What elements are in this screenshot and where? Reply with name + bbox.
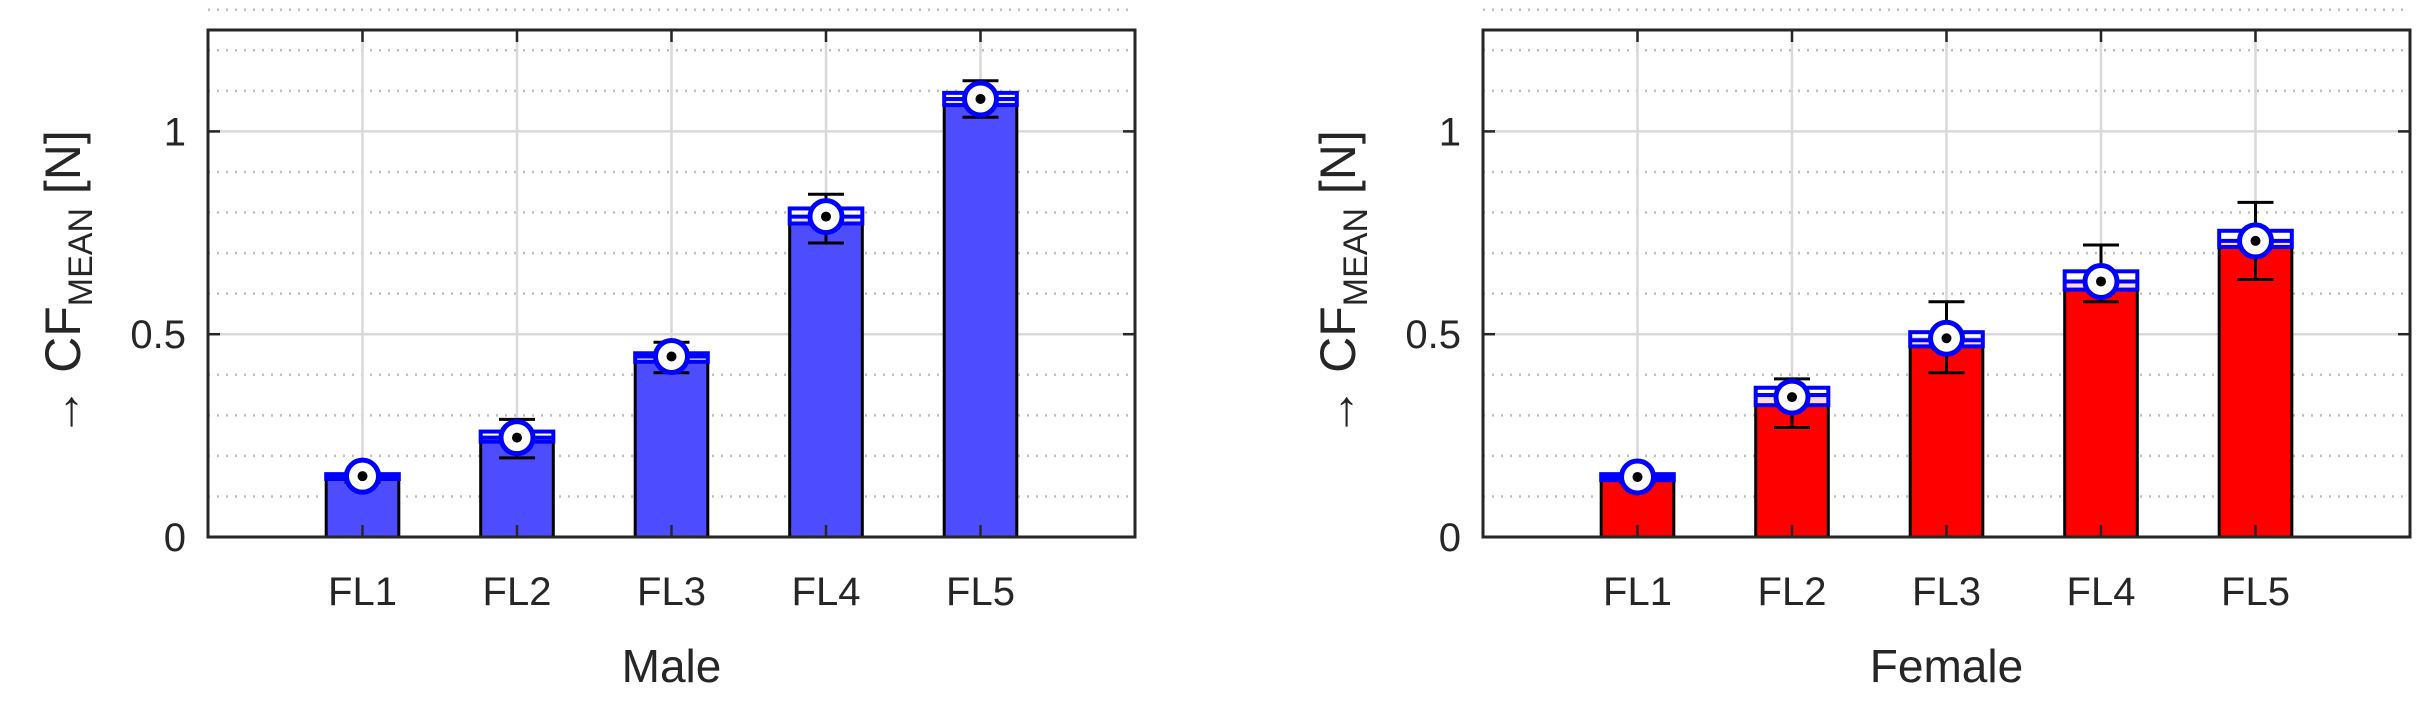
x-tick-label: FL5	[946, 570, 1015, 614]
y-tick-label: 0.5	[1405, 313, 1461, 357]
y-tick-label: 0.5	[130, 313, 186, 357]
x-axis-label: Male	[622, 640, 722, 692]
mean-marker-dot	[1632, 471, 1643, 482]
mean-marker-dot	[1941, 333, 1952, 344]
y-tick-label: 0	[1439, 516, 1461, 560]
y-tick-label: 0	[164, 516, 186, 560]
y-tick-label: 1	[1439, 110, 1461, 154]
bar-fl3	[633, 355, 710, 539]
mean-marker-dot	[821, 211, 831, 222]
mean-marker-dot	[357, 471, 368, 482]
mean-marker-dot	[2250, 235, 2261, 246]
mean-marker-dot	[666, 351, 677, 362]
bar-fl4	[2063, 279, 2139, 539]
mean-marker-dot	[512, 432, 522, 443]
male-chart-panel: FL1 FL2 FL3 FL4 FL5 0 0.5 1 Male → CFMEAN [N]	[35, 8, 1137, 692]
y-axis-label: → CFMEAN [N]	[1310, 130, 1375, 437]
x-tick-label: FL2	[483, 570, 552, 614]
x-tick-label: FL5	[2221, 570, 2290, 614]
x-tick-label: FL4	[2067, 570, 2136, 614]
x-axis-label: Female	[1870, 640, 2023, 692]
axes-frame	[1481, 28, 2412, 539]
x-tick-label: FL3	[1912, 570, 1981, 614]
x-tick-label: FL1	[328, 570, 397, 614]
x-tick-label: FL3	[637, 570, 706, 614]
x-tick-label: FL1	[1603, 570, 1672, 614]
y-axis-label: → CFMEAN [N]	[35, 130, 100, 437]
bar-fl5	[2217, 239, 2294, 539]
mean-marker-dot	[1787, 392, 1797, 403]
x-tick-label: FL2	[1758, 570, 1827, 614]
mean-marker-dot	[975, 93, 986, 104]
bar-fl5	[942, 97, 1019, 539]
mean-marker-dot	[2096, 276, 2106, 287]
bar-fl4	[788, 215, 864, 539]
y-tick-label: 1	[164, 110, 186, 154]
axes-frame	[206, 28, 1137, 539]
female-chart-panel: FL1 FL2 FL3 FL4 FL5 0 0.5 1 Female → CFMEAN [N]	[1310, 8, 2412, 692]
x-tick-label: FL4	[792, 570, 861, 614]
